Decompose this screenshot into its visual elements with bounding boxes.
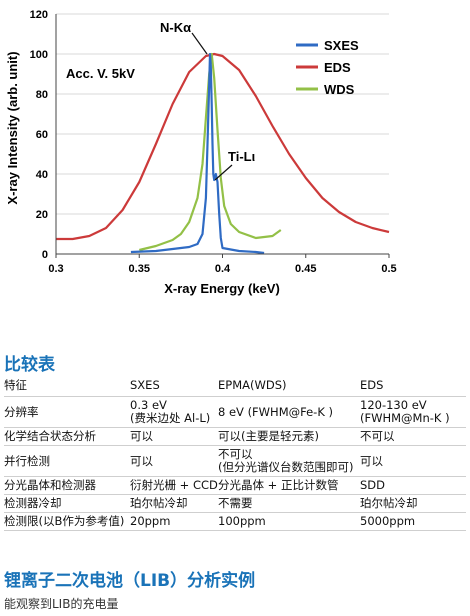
- table-cell: 不需要: [218, 494, 360, 513]
- table-cell: 检测限(以B作为参考值): [4, 512, 130, 531]
- table-cell: 分光晶体和检测器: [4, 476, 130, 495]
- x-tick-label: 0.4: [215, 263, 231, 275]
- x-tick-label: 0.45: [295, 263, 316, 275]
- axes: [55, 14, 390, 258]
- table-header-cell: SXES: [130, 377, 218, 397]
- table-cell: 可以: [130, 445, 218, 477]
- table-cell: 分辨率: [4, 396, 130, 428]
- x-tick-label: 0.35: [129, 263, 150, 275]
- table-cell: 可以: [360, 445, 466, 477]
- table-header-cell: EPMA(WDS): [218, 377, 360, 397]
- x-tick-label: 0.5: [381, 263, 396, 275]
- series-line-eds: [56, 52, 390, 241]
- table-row: 并行检测 可以 不可以 (但分光谱仪台数范围即可) 可以: [4, 445, 466, 477]
- table-cell: 20ppm: [130, 512, 218, 531]
- y-tick-label: 60: [36, 129, 48, 141]
- table-header-cell: 特征: [4, 377, 130, 397]
- table-cell: 珀尔帖冷却: [130, 494, 218, 513]
- y-tick-label: 40: [36, 169, 48, 181]
- table-row: 检测限(以B作为参考值) 20ppm 100ppm 5000ppm: [4, 512, 466, 531]
- table-header-row: 特征 SXES EPMA(WDS) EDS: [4, 377, 466, 397]
- comparison-table: 特征 SXES EPMA(WDS) EDS 分辨率 0.3 eV (费米边处 Al-L) 8…: [4, 377, 466, 531]
- table-cell: 可以(主要是轻元素): [218, 427, 360, 446]
- y-tick-label: 100: [30, 49, 48, 61]
- series-layer: [56, 52, 390, 255]
- table-row: 分辨率 0.3 eV (费米边处 Al-L) 8 eV (FWHM@Fe-K ) 12…: [4, 396, 466, 428]
- gridlines: [56, 13, 389, 215]
- comparison-title: 比较表: [4, 355, 55, 375]
- table-cell: 不可以: [360, 427, 466, 446]
- series-line-sxes: [130, 52, 265, 255]
- n-ka-pointer: [191, 32, 208, 55]
- table-cell: 珀尔帖冷却: [360, 494, 466, 513]
- table-cell: 0.3 eV (费米边处 Al-L): [130, 396, 218, 428]
- xray-spectrum-chart: 0 20 40 60 80 100 120 0.3 0.35 0.4 0.45 0.5 X-ray E…: [5, 9, 397, 296]
- y-tick-label: 20: [36, 209, 48, 221]
- table-cell: 化学结合状态分析: [4, 427, 130, 446]
- lib-section-subtitle: 能观察到LIB的充电量: [4, 597, 119, 611]
- table-cell: 120-130 eV (FWHM@Mn-K ): [360, 396, 466, 428]
- legend-label-wds: WDS: [324, 82, 355, 97]
- legend-label-sxes: SXES: [324, 38, 359, 53]
- table-cell: 并行检测: [4, 445, 130, 477]
- tick-labels: 0 20 40 60 80 100 120 0.3 0.35 0.4 0.45 0.5: [30, 9, 397, 275]
- lib-section-title: 锂离子二次电池（LIB）分析实例: [4, 571, 256, 591]
- annotation-ti-l: Ti-Lι: [228, 149, 256, 164]
- annotation-acc-voltage: Acc. V. 5kV: [66, 66, 135, 81]
- table-cell: 分光晶体 + 正比计数管: [218, 476, 360, 495]
- x-tick-label: 0.3: [48, 263, 63, 275]
- y-tick-label: 120: [30, 9, 48, 21]
- table-row: 化学结合状态分析 可以 可以(主要是轻元素) 不可以: [4, 427, 466, 446]
- series-line-wds: [139, 52, 282, 252]
- legend: SXES EDS WDS: [296, 38, 359, 97]
- legend-label-eds: EDS: [324, 60, 351, 75]
- x-axis-label: X-ray Energy (keV): [164, 281, 280, 296]
- y-tick-label: 0: [42, 249, 48, 261]
- y-tick-label: 80: [36, 89, 48, 101]
- y-axis-label: X-ray Intensity (arb. unit): [5, 51, 20, 204]
- ti-l-pointer: [214, 164, 233, 181]
- table-cell: 检测器冷却: [4, 494, 130, 513]
- table-row: 分光晶体和检测器 衍射光栅 + CCD 分光晶体 + 正比计数管 SDD: [4, 476, 466, 495]
- table-cell: 衍射光栅 + CCD: [130, 476, 218, 495]
- annotation-n-ka: N-Kα: [160, 20, 191, 35]
- table-row: 检测器冷却 珀尔帖冷却 不需要 珀尔帖冷却: [4, 494, 466, 513]
- table-cell: SDD: [360, 476, 466, 495]
- table-cell: 不可以 (但分光谱仪台数范围即可): [218, 445, 360, 477]
- table-cell: 8 eV (FWHM@Fe-K ): [218, 396, 360, 428]
- table-cell: 5000ppm: [360, 512, 466, 531]
- table-cell: 100ppm: [218, 512, 360, 531]
- table-header-cell: EDS: [360, 377, 466, 397]
- table-cell: 可以: [130, 427, 218, 446]
